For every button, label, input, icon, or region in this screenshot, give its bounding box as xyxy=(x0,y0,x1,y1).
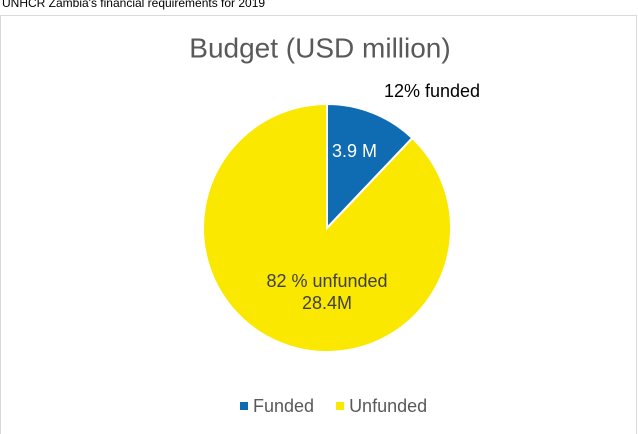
legend-swatch xyxy=(240,402,248,410)
annotation: 12% funded xyxy=(384,81,480,101)
header: UNHCR Zambia's financial requirements fo… xyxy=(2,0,265,10)
chart-title: Budget (USD million) xyxy=(189,32,450,63)
legend-label: Unfunded xyxy=(349,396,427,416)
data-label: 82 % unfunded 28.4M xyxy=(266,271,388,313)
legend-label: Funded xyxy=(253,396,314,416)
pie-slice xyxy=(326,102,414,231)
data-label: 3.9 M xyxy=(332,140,378,161)
pie-slice xyxy=(202,102,452,353)
legend-swatch xyxy=(336,402,345,410)
